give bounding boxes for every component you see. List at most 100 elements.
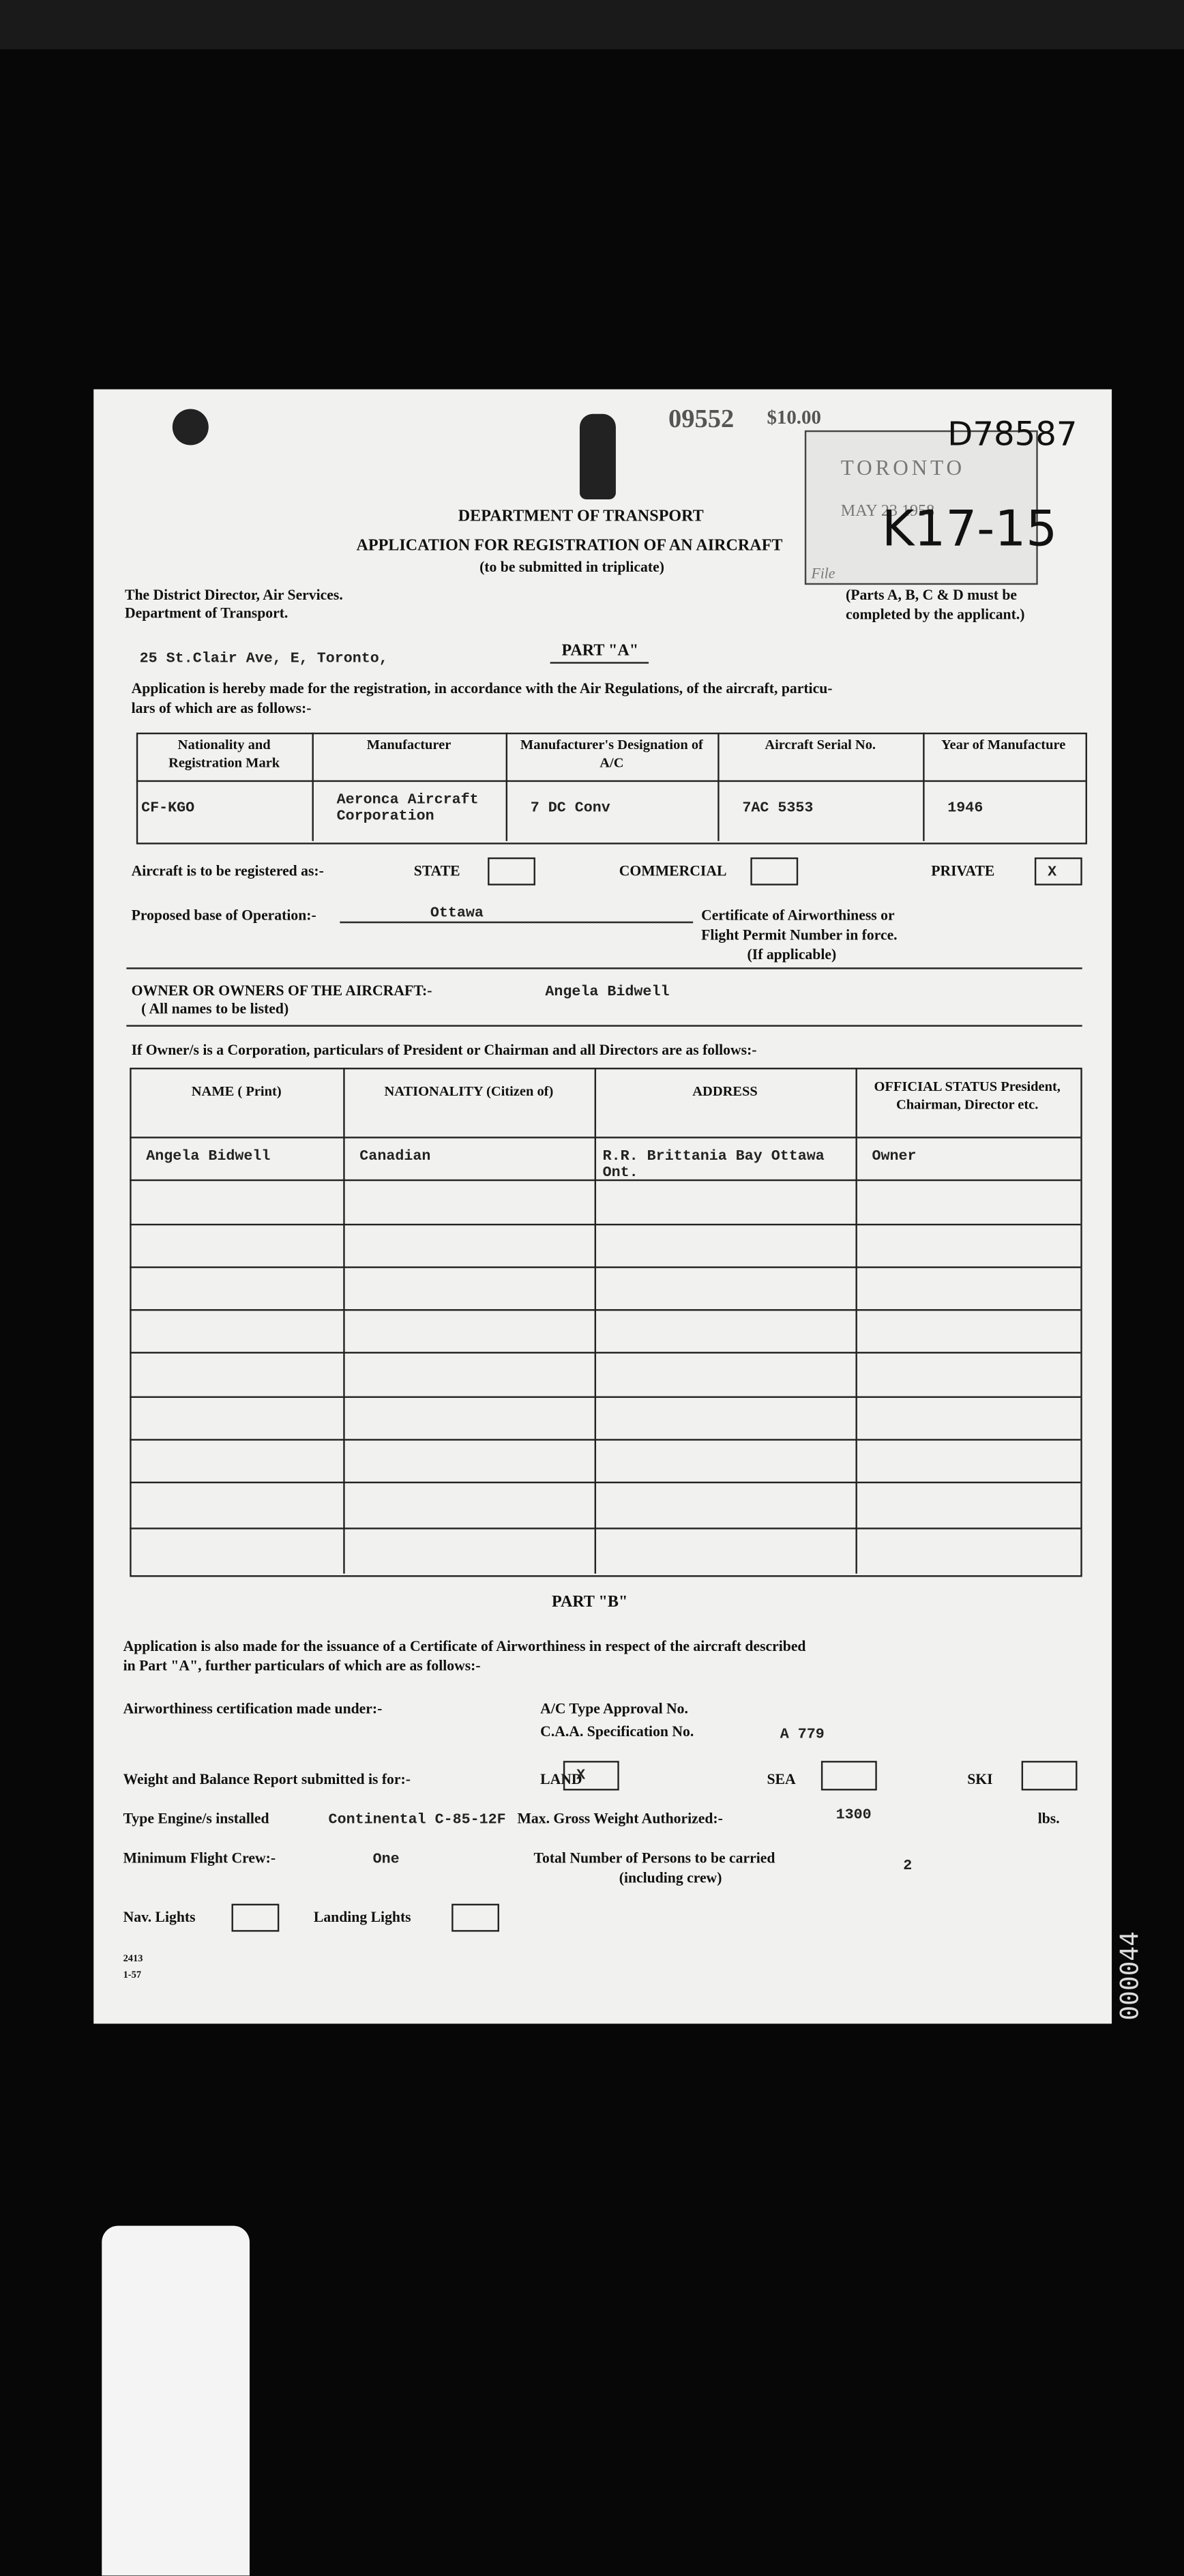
form-subtitle: (to be submitted in triplicate) <box>479 558 664 575</box>
table-rule <box>130 1223 1081 1226</box>
owner-table <box>130 1068 1082 1577</box>
crew-label: Minimum Flight Crew:- <box>123 1849 276 1867</box>
max-weight-label: Max. Gross Weight Authorized:- <box>517 1810 723 1827</box>
persons-note: (including crew) <box>619 1869 722 1886</box>
option-label: PRIVATE <box>931 862 995 879</box>
section-rule <box>126 1025 1082 1027</box>
note: completed by the applicant.) <box>846 606 1025 623</box>
owners-label: OWNER OR OWNERS OF THE AIRCRAFT:- <box>131 982 432 999</box>
table-rule <box>717 732 720 841</box>
table-header: ADDRESS <box>692 1082 758 1099</box>
engine-label: Type Engine/s installed <box>123 1810 269 1827</box>
table-value: Aeronca Aircraft Corporation <box>336 791 479 825</box>
table-rule <box>343 1068 345 1574</box>
option-label: LAND <box>540 1770 582 1787</box>
fill-line <box>340 921 694 924</box>
table-header: NAME ( Print) <box>191 1082 282 1099</box>
form-number: 1-57 <box>123 1971 142 1981</box>
table-rule <box>136 780 1086 782</box>
weight-label: Weight and Balance Report submitted is f… <box>123 1770 411 1787</box>
form-number: 2413 <box>123 1955 143 1965</box>
light-leak <box>102 2225 250 2576</box>
owners-note: ( All names to be listed) <box>141 1000 289 1017</box>
department: DEPARTMENT OF TRANSPORT <box>458 508 704 526</box>
handwritten-file-number: K17-15 <box>881 501 1058 559</box>
table-value: CF-KGO <box>141 800 195 817</box>
section-rule <box>126 967 1082 969</box>
side-number: 000044 <box>1114 1931 1145 2021</box>
checkbox-mark: X <box>1048 864 1057 881</box>
part-b-heading: PART "B" <box>552 1593 628 1612</box>
persons-value: 2 <box>903 1858 913 1875</box>
table-value: Canadian <box>359 1148 431 1165</box>
option-label: COMMERCIAL <box>619 862 727 879</box>
table-header: Year of Manufacture <box>941 735 1066 752</box>
corporation-intro: If Owner/s is a Corporation, particulars… <box>131 1041 757 1058</box>
checkbox <box>231 1903 280 1932</box>
table-rule <box>130 1309 1081 1311</box>
part-b-intro: Application is also made for the issuanc… <box>123 1637 806 1654</box>
table-rule <box>130 1481 1081 1484</box>
certificate-label: Certificate of Airworthiness or <box>701 907 895 924</box>
persons-label: Total Number of Persons to be carried <box>533 1849 775 1867</box>
table-rule <box>130 1266 1081 1268</box>
table-header: Manufacturer's Designation of A/C <box>520 735 703 771</box>
lights-label: Landing Lights <box>313 1908 411 1925</box>
film-edge <box>0 0 1184 50</box>
table-header: Manufacturer <box>366 735 452 752</box>
checkbox: X <box>563 1761 619 1791</box>
engine-value: Continental C-85-12F <box>328 1811 506 1828</box>
crest <box>579 413 616 499</box>
table-rule <box>130 1527 1081 1530</box>
stamp-fee: $10.00 <box>767 405 821 429</box>
table-rule <box>130 1351 1081 1354</box>
table-rule <box>855 1068 857 1574</box>
specification-value: A 779 <box>780 1726 825 1743</box>
option-label: SKI <box>967 1770 993 1787</box>
checkbox <box>488 857 535 886</box>
stamp-file-label: File <box>811 565 835 582</box>
option-label: SEA <box>767 1770 796 1787</box>
aircraft-table <box>136 732 1087 845</box>
table-rule <box>130 1179 1081 1182</box>
airworthiness-label: Airworthiness certification made under:- <box>123 1700 383 1717</box>
note: (Parts A, B, C & D must be <box>846 586 1018 603</box>
table-header: NATIONALITY (Citizen of) <box>384 1082 554 1099</box>
table-value: 1946 <box>947 800 983 817</box>
certificate-label: (If applicable) <box>747 946 837 963</box>
checkbox-mark: X <box>576 1767 586 1784</box>
handwritten-ref: D78587 <box>947 413 1078 454</box>
punch-mark <box>172 409 209 445</box>
max-weight-value: 1300 <box>835 1806 872 1824</box>
crew-value: One <box>372 1851 400 1868</box>
checkbox <box>820 1761 877 1791</box>
part-a-intro: lars of which are as follows:- <box>131 699 312 716</box>
base-value: Ottawa <box>430 905 484 922</box>
stamp-number: 09552 <box>668 405 735 434</box>
table-header: Aircraft Serial No. <box>765 735 876 752</box>
table-rule <box>130 1439 1081 1441</box>
checkbox: X <box>1034 857 1082 886</box>
underline <box>550 662 649 664</box>
table-rule <box>505 732 508 841</box>
stamp-date: MAY 23 1958 <box>840 502 935 521</box>
specification-label: C.A.A. Specification No. <box>540 1723 694 1740</box>
table-header: Nationality and Registration Mark <box>168 735 280 771</box>
part-a-intro: Application is hereby made for the regis… <box>131 679 833 697</box>
table-value: 7 DC Conv <box>530 800 610 817</box>
form-title: APPLICATION FOR REGISTRATION OF AN AIRCR… <box>356 537 783 555</box>
part-b-intro: in Part "A", further particulars of whic… <box>123 1657 481 1674</box>
owners-value: Angela Bidwell <box>545 984 670 1001</box>
table-value: Owner <box>872 1148 917 1165</box>
part-a-heading: PART "A" <box>561 642 639 660</box>
table-rule <box>923 732 925 841</box>
addressee: Department of Transport. <box>124 604 288 621</box>
checkbox <box>750 857 799 886</box>
table-value: 7AC 5353 <box>742 800 814 817</box>
applicant-address: 25 St.Clair Ave, E, Toronto, <box>139 650 388 667</box>
table-rule <box>130 1396 1081 1399</box>
table-rule <box>130 1137 1081 1139</box>
checkbox <box>452 1903 499 1932</box>
